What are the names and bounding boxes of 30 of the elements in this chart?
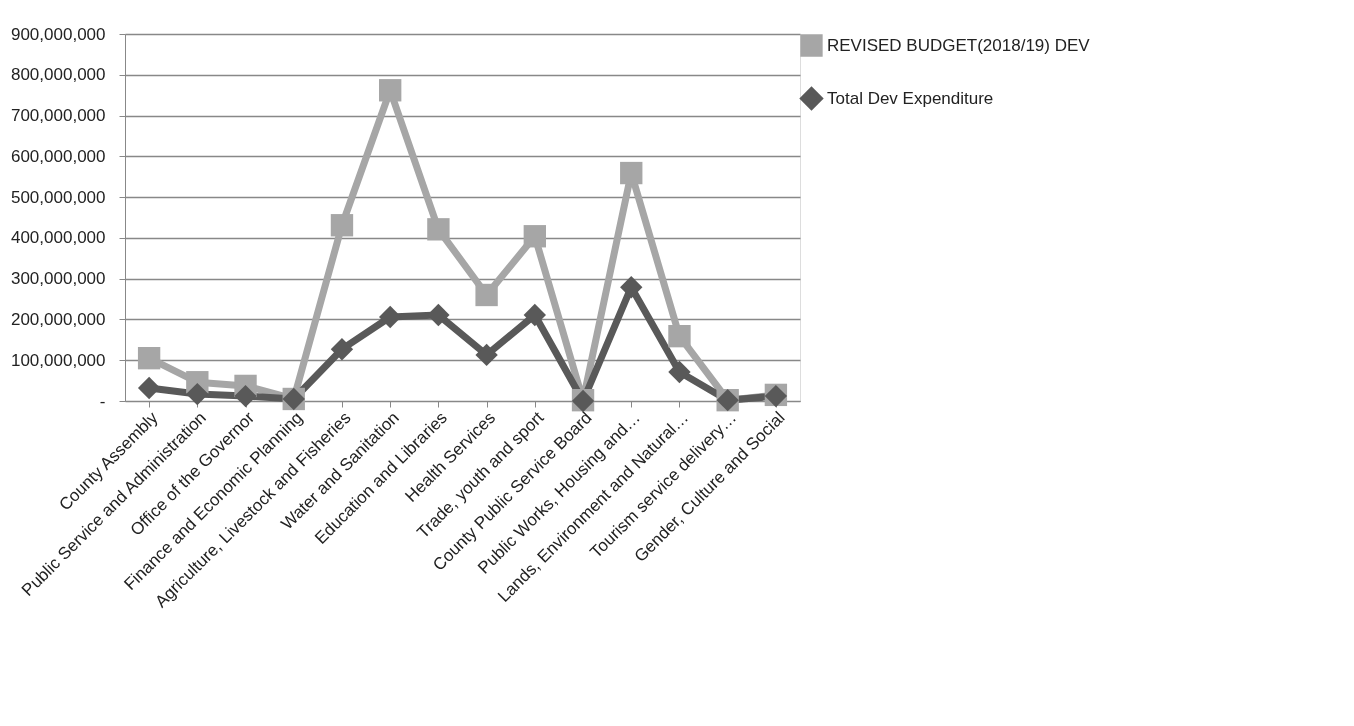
- y-tick-label: -: [99, 391, 106, 411]
- point: [234, 384, 257, 408]
- point: [137, 347, 161, 370]
- y-tick-label: 900,000,000: [10, 24, 106, 44]
- y-tick-label: 100,000,000: [10, 350, 106, 370]
- point: [475, 283, 498, 307]
- y-tick-label: 800,000,000: [10, 65, 106, 85]
- point: [620, 161, 643, 185]
- y-tick-label: 700,000,000: [10, 106, 106, 126]
- point: [330, 338, 354, 361]
- y-tick-label: 300,000,000: [10, 269, 106, 289]
- y-tick-label: 200,000,000: [10, 309, 106, 329]
- point: [668, 324, 691, 348]
- point: [523, 303, 546, 327]
- y-tick-label: 500,000,000: [10, 187, 106, 207]
- point: [186, 382, 209, 406]
- point: [137, 376, 161, 400]
- legend-label: REVISED BUDGET(2018/19) DEV: [827, 35, 1091, 55]
- point: [427, 303, 450, 327]
- y-tick-label: 400,000,000: [10, 228, 106, 248]
- legend-label: Total Dev Expenditure: [827, 88, 994, 108]
- point: [620, 276, 643, 299]
- point: [330, 214, 354, 237]
- point: [427, 218, 450, 241]
- point: [379, 305, 402, 329]
- point: [379, 79, 402, 102]
- point: [475, 343, 498, 367]
- y-tick-label: 600,000,000: [10, 146, 106, 166]
- point: [668, 360, 691, 384]
- point: [523, 225, 546, 248]
